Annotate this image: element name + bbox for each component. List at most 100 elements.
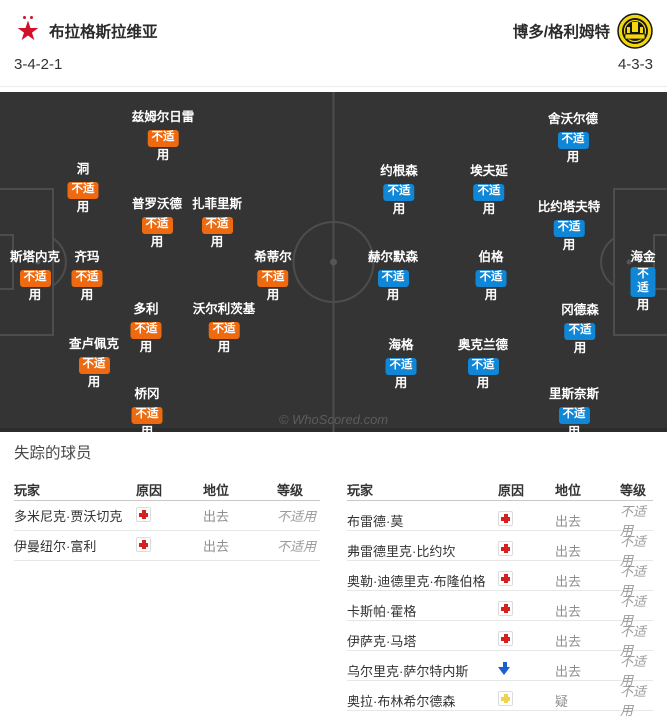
away-player[interactable]: 海格 不适 用 [385,338,417,390]
player-name: 多利 [133,302,159,316]
col-player: 玩家 [347,483,374,498]
player-name: 里斯奈斯 [548,387,600,401]
home-team-crest-icon: ★ [15,16,41,46]
away-team-crest-icon [617,13,653,49]
player-rating-badge: 不适 [557,132,589,149]
player-rating-badge: 不适 [201,217,233,234]
red-cross-icon [498,631,513,646]
missing-player-row[interactable]: 弗雷德里克·比约坎 出去 不适用 [347,531,653,568]
player-rating-badge: 不适 [630,267,656,297]
player-rating-badge: 不适 [78,357,110,374]
col-reason: 原因 [498,483,525,498]
missing-player-name: 弗雷德里克·比约坎 [347,543,456,559]
home-player[interactable]: 兹姆尔日雷 不适 用 [132,110,195,162]
player-rating-badge: 不适 [19,270,51,287]
player-rating-badge: 不适 [564,323,596,340]
away-player[interactable]: 冈德森 不适 用 [561,303,599,355]
player-rating-overflow: 用 [28,287,42,302]
player-rating-overflow: 用 [217,339,231,354]
player-rating-badge: 不适 [383,184,415,201]
away-player[interactable]: 奥克兰德 不适 用 [458,338,508,390]
away-formation: 4-3-3 [617,56,653,73]
player-name: 沃尔利茨基 [192,302,256,316]
red-cross-icon [498,601,513,616]
away-team[interactable]: 博多/格利姆特 [513,13,653,49]
missing-player-row[interactable]: 布雷德·莫 出去 不适用 [347,501,653,538]
player-name: 舍沃尔德 [547,112,599,126]
player-rating-overflow: 用 [484,287,498,302]
missing-player-row[interactable]: 伊曼纽尔·富利 出去 不适用 [14,531,320,561]
red-cross-icon [498,511,513,526]
home-player[interactable]: 洞 不适 用 [67,162,99,214]
missing-players-section: 失踪的球员 玩家 原因 地位 等级 多米尼克·贾沃切克 出去 不适用 伊曼纽尔·… [0,432,667,718]
player-rating-badge: 不适 [475,270,507,287]
col-status: 地位 [203,483,230,498]
away-player[interactable]: 伯格 不适 用 [475,250,507,302]
away-missing-table: 玩家 原因 地位 等级 布雷德·莫 出去 不适用 弗雷德里克·比约坎 出去 不适… [347,480,653,718]
away-player[interactable]: 赫尔默森 不适 用 [368,250,418,302]
missing-player-name: 乌尔里克·萨尔特内斯 [347,663,469,679]
missing-status: 出去 [203,509,230,524]
home-team[interactable]: ★ 布拉格斯拉维亚 [14,16,158,46]
player-name: 埃夫延 [470,164,508,178]
away-player[interactable]: 比约塔夫特 不适 用 [538,200,601,252]
player-name: 海格 [388,338,414,352]
player-rating-badge: 不适 [67,182,99,199]
player-rating-overflow: 用 [156,147,170,162]
missing-player-name: 多米尼克·贾沃切克 [14,509,123,524]
player-rating-overflow: 用 [573,340,587,355]
player-rating-overflow: 用 [80,287,94,302]
missing-player-row[interactable]: 奥勒·迪德里克·布隆伯格 出去 不适用 [347,561,653,598]
player-name: 伯格 [478,250,504,264]
missing-player-row[interactable]: 多米尼克·贾沃切克 出去 不适用 [14,501,320,531]
col-status: 地位 [555,483,582,498]
player-name: 齐玛 [74,250,100,264]
missing-player-row[interactable]: 伊萨克·马塔 出去 不适用 [347,621,653,658]
home-team-name: 布拉格斯拉维亚 [49,24,158,41]
missing-rating: 不适用 [620,534,647,568]
player-rating-overflow: 用 [150,234,164,249]
player-rating-badge: 不适 [208,322,240,339]
missing-status: 出去 [555,573,582,589]
away-player[interactable]: 约根森 不适 用 [380,164,418,216]
player-rating-overflow: 用 [386,287,400,302]
player-name: 希蒂尔 [254,250,292,264]
home-player[interactable]: 斯塔内克 不适 用 [10,250,60,302]
col-player: 玩家 [14,483,41,498]
player-rating-badge: 不适 [131,407,163,424]
away-player[interactable]: 舍沃尔德 不适 用 [548,112,598,164]
col-rating: 等级 [620,483,647,498]
away-team-name: 博多/格利姆特 [512,24,610,41]
player-name: 普罗沃德 [131,197,183,211]
away-player[interactable]: 埃夫延 不适 用 [470,164,508,216]
missing-player-row[interactable]: 奥拉·布林希尔德森 疑 不适用 [347,681,653,718]
player-name: 海金 [630,250,656,264]
player-rating-overflow: 用 [476,375,490,390]
missing-rating: 不适用 [277,509,317,524]
missing-status: 出去 [555,513,582,529]
missing-rating: 不适用 [620,624,647,658]
away-player[interactable]: 里斯奈斯 不适 用 [549,387,599,439]
player-rating-badge: 不适 [377,270,409,287]
missing-status: 出去 [555,603,582,619]
player-rating-badge: 不适 [141,217,173,234]
home-player[interactable]: 沃尔利茨基 不适 用 [193,302,256,354]
home-player[interactable]: 查卢佩克 不适 用 [69,337,119,389]
home-player[interactable]: 扎菲里斯 不适 用 [192,197,242,249]
player-rating-badge: 不适 [257,270,289,287]
player-rating-overflow: 用 [266,287,280,302]
missing-player-name: 奥勒·迪德里克·布隆伯格 [347,573,486,589]
home-player[interactable]: 齐玛 不适 用 [71,250,103,302]
home-player[interactable]: 桥冈 不适 用 [131,387,163,439]
home-player[interactable]: 希蒂尔 不适 用 [254,250,292,302]
missing-player-name: 卡斯帕·霍格 [347,603,417,619]
missing-status: 出去 [203,539,230,554]
missing-player-name: 伊萨克·马塔 [347,633,417,649]
missing-player-row[interactable]: 卡斯帕·霍格 出去 不适用 [347,591,653,628]
home-player[interactable]: 多利 不适 用 [130,302,162,354]
home-player[interactable]: 普罗沃德 不适 用 [132,197,182,249]
missing-player-row[interactable]: 乌尔里克·萨尔特内斯 出去 不适用 [347,651,653,688]
away-player[interactable]: 海金 不适 用 [630,250,656,312]
missing-rating: 不适用 [620,654,647,688]
